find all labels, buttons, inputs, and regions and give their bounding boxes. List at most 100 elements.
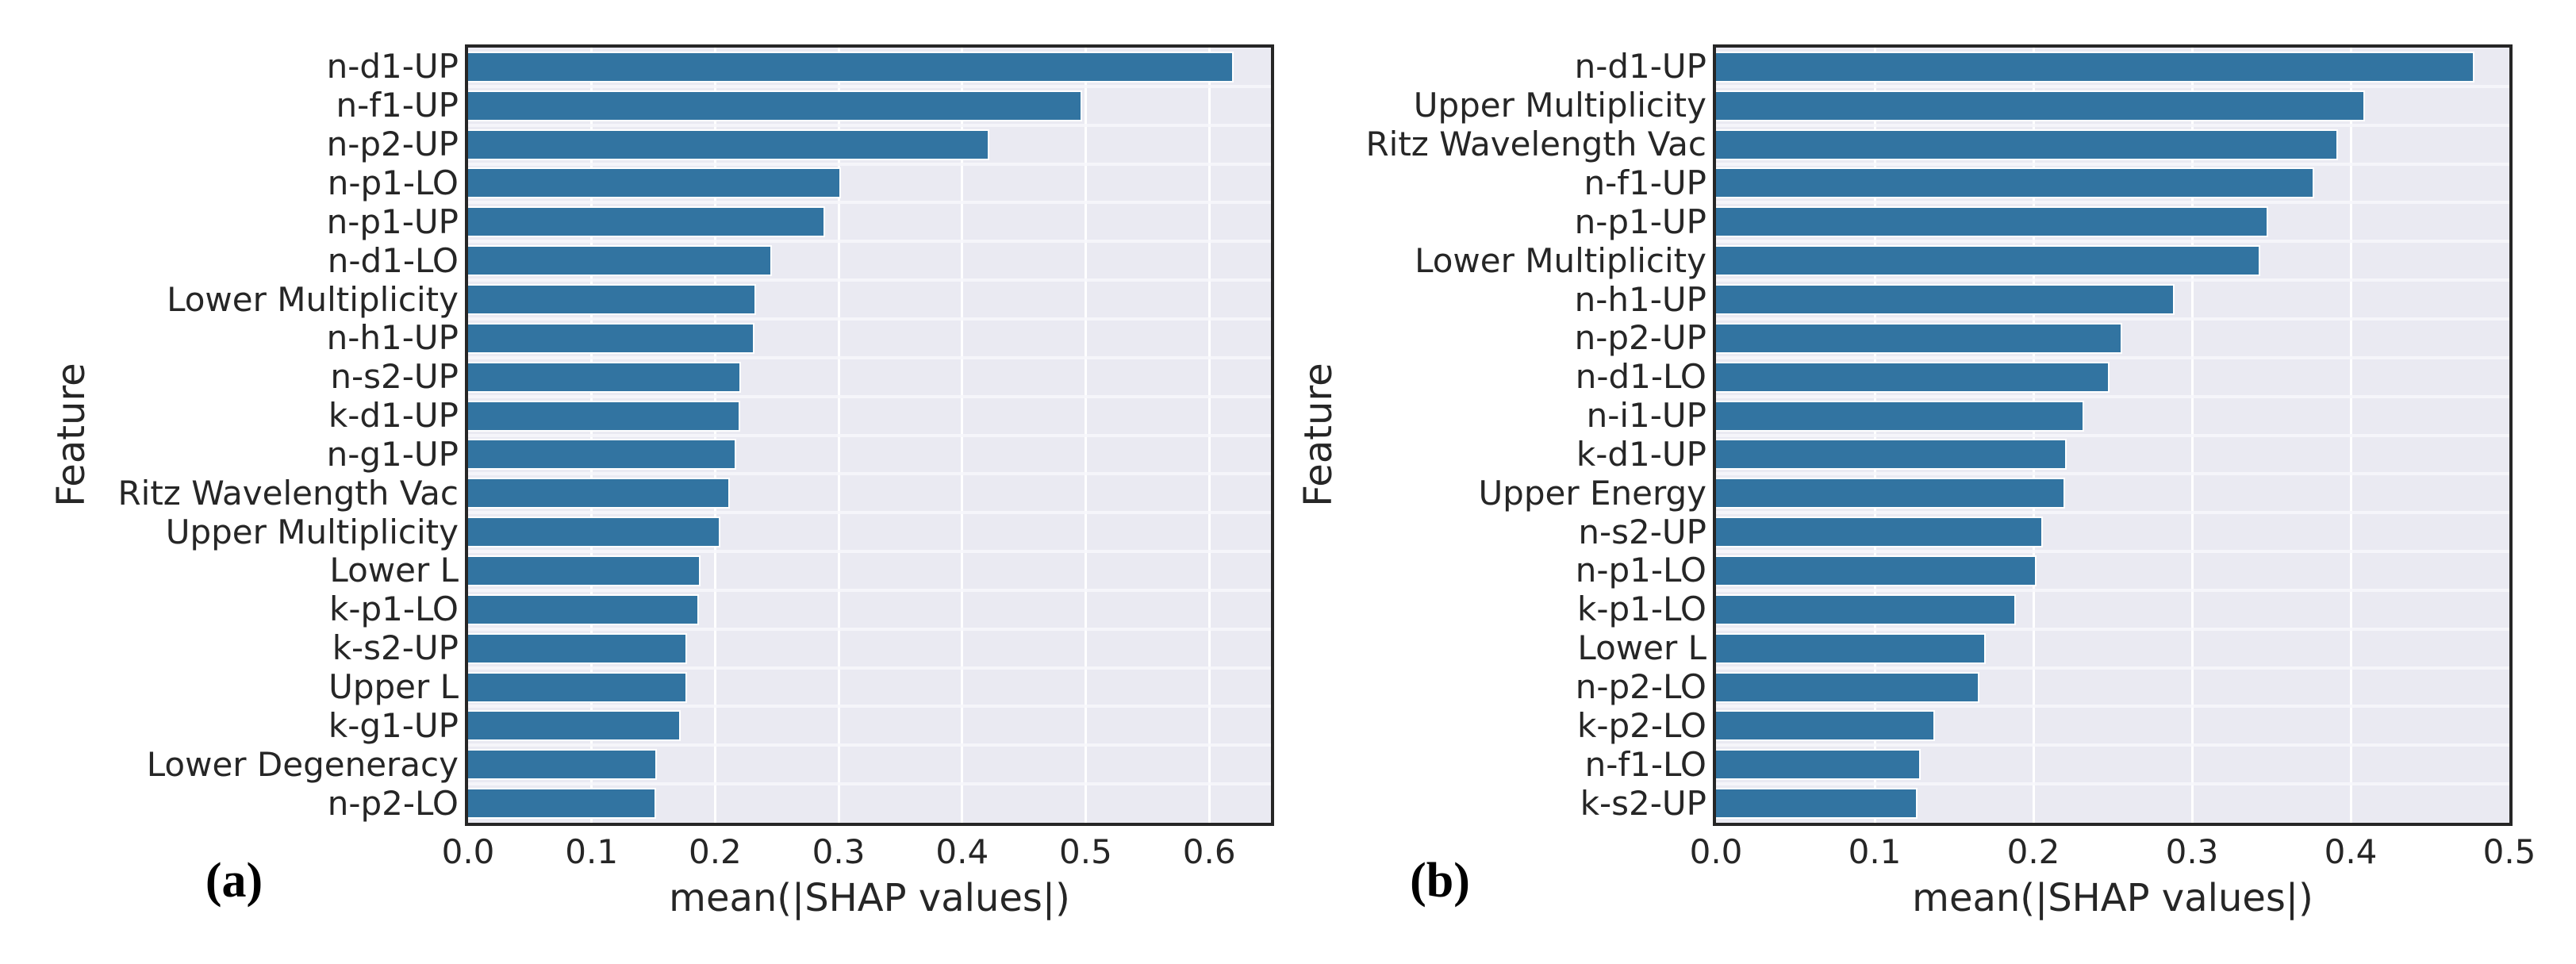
- bar-k-p1-LO: [468, 593, 699, 625]
- row-separator: [1716, 317, 2509, 321]
- y-category-label: n-p2-LO: [1575, 666, 1706, 706]
- y-category-label: n-h1-UP: [1574, 279, 1706, 319]
- y-category-label: Upper Multiplicity: [1413, 86, 1706, 125]
- y-category-label: k-s2-UP: [332, 628, 459, 668]
- bar-n-d1-LO: [468, 245, 772, 277]
- bar-n-f1-UP: [468, 90, 1082, 121]
- bar-k-p2-LO: [1716, 710, 1935, 742]
- row-separator: [1716, 201, 2509, 205]
- y-category-label: n-p1-UP: [1574, 202, 1706, 241]
- y-category-label: n-f1-UP: [336, 86, 459, 125]
- row-separator: [468, 472, 1271, 476]
- row-separator: [468, 666, 1271, 670]
- row-separator: [1716, 511, 2509, 515]
- y-category-label: n-i1-UP: [1586, 396, 1706, 436]
- bar-n-f1-UP: [1716, 167, 2314, 199]
- row-separator: [1716, 123, 2509, 127]
- bar-Lower L: [1716, 632, 1986, 664]
- x-tick-label-0.6: 0.6: [1182, 832, 1236, 871]
- x-tick-label-0.0: 0.0: [1689, 832, 1743, 871]
- y-category-label: n-d1-UP: [1574, 47, 1706, 86]
- row-separator: [1716, 278, 2509, 282]
- bar-k-d1-UP: [468, 400, 740, 432]
- y-category-label: n-d1-LO: [1575, 357, 1706, 397]
- bar-Lower Multiplicity: [468, 284, 756, 316]
- y-category-label: k-p2-LO: [1577, 705, 1706, 745]
- bar-Upper Multiplicity: [468, 517, 720, 548]
- row-separator: [1716, 240, 2509, 244]
- y-category-label: k-d1-UP: [1576, 434, 1706, 474]
- x-tick-label-0.1: 0.1: [1848, 832, 1902, 871]
- x-tick-label-0.2: 0.2: [688, 832, 742, 871]
- bar-k-p1-LO: [1716, 593, 2016, 625]
- bar-Upper Multiplicity: [1716, 90, 2365, 121]
- y-category-label: Lower Multiplicity: [1415, 240, 1706, 280]
- row-separator: [1716, 588, 2509, 592]
- row-separator: [1716, 84, 2509, 88]
- y-category-label: k-p1-LO: [1577, 590, 1706, 629]
- y-category-label: Lower Degeneracy: [146, 744, 459, 784]
- row-separator: [468, 201, 1271, 205]
- y-category-label: Lower L: [329, 551, 459, 590]
- y-category-label: k-g1-UP: [328, 705, 459, 745]
- y-category-label: Upper Energy: [1478, 473, 1706, 513]
- bar-Lower Degeneracy: [468, 749, 657, 781]
- y-category-label: n-p2-LO: [327, 783, 459, 823]
- y-category-label: n-p2-UP: [1574, 318, 1706, 358]
- row-separator: [468, 162, 1271, 166]
- row-separator: [1716, 627, 2509, 631]
- x-tick-label-0.5: 0.5: [1059, 832, 1112, 871]
- bar-n-f1-LO: [1716, 749, 1921, 781]
- row-separator: [468, 511, 1271, 515]
- x-axis-label-b: mean(|SHAP values|): [1912, 876, 2313, 920]
- x-tick-label-0.2: 0.2: [2006, 832, 2060, 871]
- bar-n-d1-LO: [1716, 361, 2110, 393]
- row-separator: [468, 433, 1271, 437]
- y-category-label: n-f1-LO: [1584, 744, 1706, 784]
- row-separator: [1716, 355, 2509, 359]
- row-separator: [468, 394, 1271, 398]
- y-category-label: Ritz Wavelength Vac: [1365, 125, 1706, 164]
- y-category-label: n-h1-UP: [326, 318, 459, 358]
- row-separator: [1716, 394, 2509, 398]
- y-category-label: Lower L: [1577, 628, 1706, 668]
- caption-a: (a): [205, 854, 263, 908]
- y-category-label: n-p1-LO: [1575, 551, 1706, 590]
- row-separator: [1716, 550, 2509, 554]
- row-separator: [468, 317, 1271, 321]
- bar-n-p2-LO: [468, 788, 656, 820]
- bar-k-s2-UP: [1716, 788, 1918, 820]
- bar-Lower Multiplicity: [1716, 245, 2260, 277]
- x-tick-label-0.0: 0.0: [441, 832, 495, 871]
- bar-Lower L: [468, 555, 701, 586]
- x-tick-label-0.4: 0.4: [2324, 832, 2378, 871]
- y-category-label: k-p1-LO: [329, 590, 459, 629]
- bar-n-s2-UP: [468, 361, 741, 393]
- row-separator: [1716, 472, 2509, 476]
- row-separator: [1716, 666, 2509, 670]
- y-axis-label-b: Feature: [1296, 363, 1341, 507]
- bar-Upper Energy: [1716, 478, 2065, 509]
- y-category-label: Upper L: [328, 666, 459, 706]
- y-category-label: n-f1-UP: [1584, 163, 1706, 202]
- bar-Ritz Wavelength Vac: [1716, 129, 2338, 160]
- x-tick-label-0.3: 0.3: [812, 832, 866, 871]
- y-category-label: k-d1-UP: [328, 396, 459, 436]
- row-separator: [1716, 743, 2509, 747]
- y-category-label: k-s2-UP: [1580, 783, 1706, 823]
- y-category-label: n-g1-UP: [326, 434, 459, 474]
- y-category-label: Ritz Wavelength Vac: [117, 473, 459, 513]
- row-separator: [468, 588, 1271, 592]
- row-separator: [468, 743, 1271, 747]
- row-separator: [1716, 433, 2509, 437]
- bar-n-h1-UP: [468, 322, 754, 354]
- x-tick-label-0.4: 0.4: [935, 832, 989, 871]
- bar-n-p1-UP: [468, 206, 825, 238]
- bar-k-s2-UP: [468, 632, 687, 664]
- caption-b: (b): [1410, 854, 1470, 908]
- bar-Upper L: [468, 671, 687, 703]
- x-tick-label-0.3: 0.3: [2165, 832, 2219, 871]
- bar-n-h1-UP: [1716, 284, 2175, 316]
- bar-k-g1-UP: [468, 710, 681, 742]
